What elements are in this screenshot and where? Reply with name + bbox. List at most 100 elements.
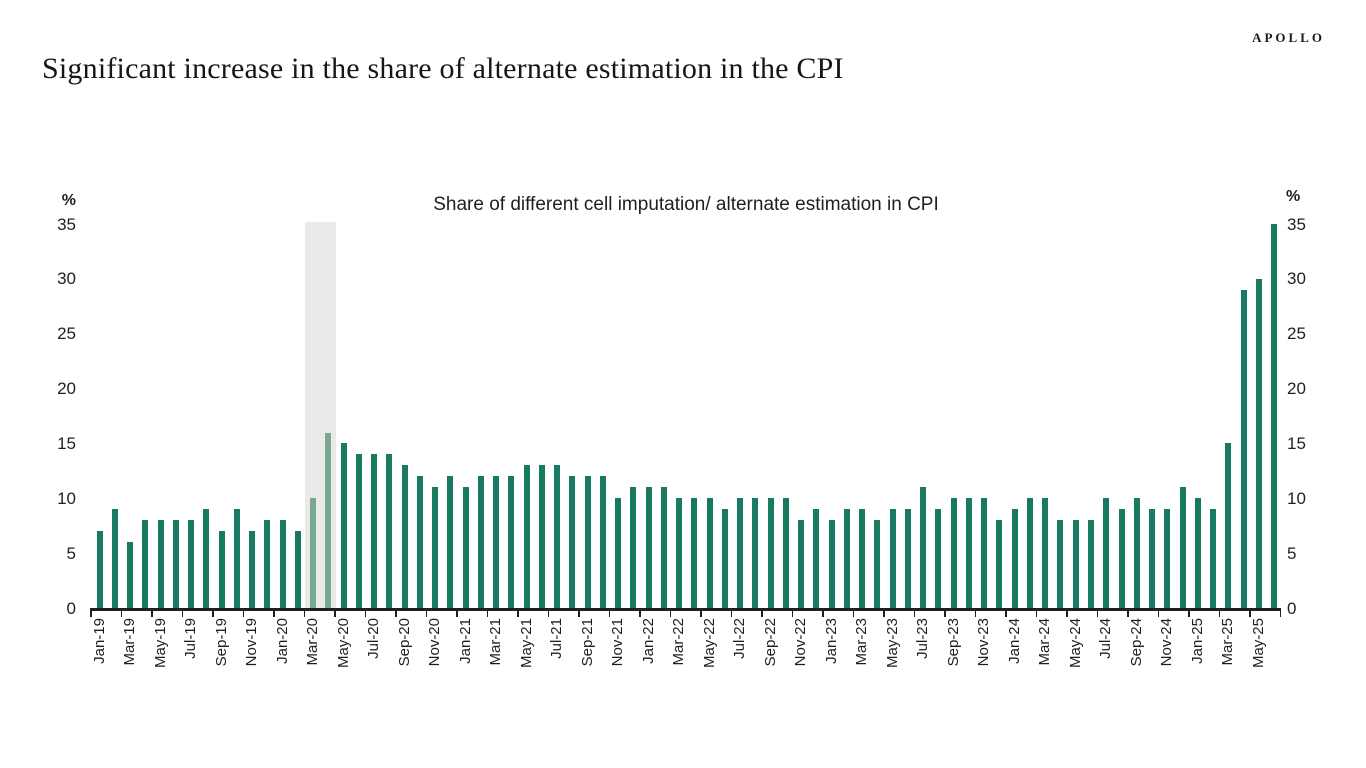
x-axis-tick-label: Nov-24 [1158,618,1176,667]
bar-Mar-24 [1042,498,1049,608]
x-axis-tick-label: May-19 [151,618,169,669]
bar-Jun-23 [904,509,911,608]
bar-Jun-19 [172,520,179,608]
bar-Jul-19 [188,520,194,608]
bar-Feb-21 [477,476,484,608]
bar-Jul-24 [1103,498,1110,608]
x-axis-tick-label: Sep-19 [212,618,230,667]
x-axis-tick [852,608,855,617]
bar-Apr-23 [874,520,881,608]
bar-Apr-19 [142,520,149,608]
x-axis-tick [1127,608,1129,617]
x-axis-tick-label: May-20 [334,618,352,669]
bar-Feb-19 [111,509,118,608]
bar-Dec-21 [630,487,637,608]
y-axis-tick-label-right: 0 [1287,598,1297,618]
x-axis-tick-label: Nov-20 [426,618,444,667]
y-axis-tick-label-left: 20 [57,379,76,399]
x-axis-tick [761,608,763,617]
y-axis-tick-label-left: 35 [57,214,76,234]
x-axis-tick [822,608,824,617]
bar-Jan-20 [279,520,286,608]
x-axis-tick-label: May-25 [1249,618,1267,669]
bar-Feb-24 [1026,498,1033,608]
bar-Mar-22 [676,498,683,608]
bar-Jan-22 [645,487,652,608]
x-axis-tick [883,608,885,617]
bar-Mar-21 [493,476,500,608]
y-axis-tick-label-left: 25 [57,324,76,344]
x-axis-tick [974,608,977,617]
bar-Nov-22 [798,520,805,608]
x-axis-tick [212,608,214,617]
bar-Jul-20 [371,454,378,608]
bar-Feb-20 [294,531,301,608]
y-axis-tick-label-left: 10 [57,488,76,508]
x-axis-tick [456,608,458,617]
bar-Dec-22 [813,509,820,608]
x-axis-tick [273,608,275,617]
x-axis-tick [1188,608,1190,617]
bar-Jul-22 [737,498,744,608]
y-axis-tick-label-right: 35 [1287,214,1306,234]
bar-Sep-23 [950,498,957,608]
bar-May-20 [340,443,347,608]
bar-Apr-22 [691,498,698,608]
bar-Jun-25 [1271,224,1277,608]
bar-Oct-21 [599,476,606,608]
y-axis-tick-label-right: 15 [1287,433,1306,453]
x-axis-line [91,608,1281,611]
x-axis-tick-label: Jul-24 [1097,618,1115,659]
x-axis-tick [517,608,519,617]
y-axis-tick-label-left: 0 [66,598,76,618]
x-axis-tick-label: Nov-19 [243,618,260,667]
bar-Aug-24 [1118,509,1125,608]
x-axis-tick [1157,608,1160,617]
x-axis-tick-label: May-23 [883,618,901,669]
page-title: Significant increase in the share of alt… [42,52,844,85]
bar-Aug-20 [386,454,393,608]
x-axis-tick [791,608,794,617]
x-axis-tick-label: Jan-19 [90,618,108,664]
x-axis-tick-label: Mar-21 [487,618,505,666]
bar-Feb-25 [1210,509,1216,608]
x-axis-tick-label: Sep-22 [761,618,779,667]
x-axis-tick [730,608,733,617]
x-axis-tick [242,608,245,617]
x-axis-tick-label: Mar-20 [304,618,321,666]
y-axis-unit-left: % [61,192,76,209]
x-axis-tick-label: Jan-20 [273,618,291,664]
bar-Nov-19 [249,531,255,608]
bar-Aug-21 [569,476,576,608]
bar-Sep-20 [401,465,408,608]
y-axis-tick-label-right: 25 [1287,324,1306,344]
y-axis-tick-label-right: 10 [1287,488,1306,508]
bar-Sep-21 [584,476,591,608]
bar-Apr-20 [325,432,332,608]
bar-Dec-19 [264,520,271,608]
x-axis-tick [364,608,367,617]
x-axis-tick-label: May-22 [700,618,718,669]
bar-May-19 [157,520,164,608]
bar-Jan-25 [1194,498,1201,608]
x-axis-tick-label: May-21 [517,618,535,669]
bar-Nov-24 [1164,509,1171,608]
bar-Mar-19 [127,542,133,608]
x-axis-tick-label: Sep-24 [1127,618,1145,667]
bar-Nov-20 [432,487,439,608]
x-axis-tick [151,608,153,617]
x-axis-tick [1066,608,1068,617]
bar-Aug-19 [203,509,210,608]
x-axis-tick [1005,608,1007,617]
x-axis-tick [1035,608,1038,617]
x-axis-tick-label: Jul-20 [365,618,383,659]
x-axis-tick-label: Nov-23 [975,618,993,667]
x-axis-tick-label: Jan-22 [639,618,657,664]
bar-May-24 [1072,520,1079,608]
x-axis-tick [90,608,92,617]
x-axis-tick-label: May-24 [1066,618,1084,669]
bar-Oct-23 [965,498,972,608]
bar-Jun-21 [538,465,545,608]
bar-Oct-22 [782,498,789,608]
x-axis-tick-label: Jan-25 [1188,618,1206,664]
